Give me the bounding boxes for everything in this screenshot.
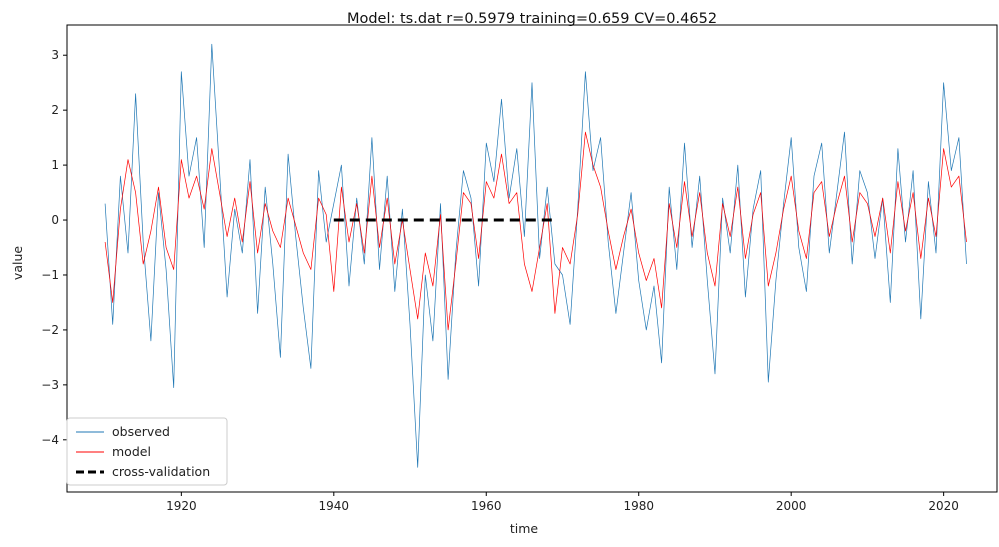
x-tick-label: 1940 [319,499,350,513]
y-tick-label: −4 [41,433,59,447]
y-tick-label: 0 [51,213,59,227]
y-tick-label: 1 [51,158,59,172]
plot-frame [66,24,998,493]
legend: observed model cross-validation [66,417,228,486]
series-line-model [104,131,967,331]
legend-box [66,417,228,486]
legend-label-model: model [112,444,151,459]
y-tick-label: 2 [51,103,59,117]
x-axis: 1920 1940 1960 1980 2000 2020 [166,492,959,513]
series-layer [104,43,967,468]
y-tick-label: −3 [41,378,59,392]
y-tick-label: −2 [41,323,59,337]
x-tick-label: 1980 [623,499,654,513]
chart-title: Model: ts.dat r=0.5979 training=0.659 CV… [347,11,717,27]
legend-label-cross-validation: cross-validation [112,464,210,479]
x-tick-label: 1960 [471,499,502,513]
x-tick-label: 1920 [166,499,197,513]
series-line-observed [104,43,967,468]
x-tick-label: 2000 [776,499,807,513]
x-axis-label: time [510,521,539,536]
legend-label-observed: observed [112,424,170,439]
y-tick-label: 3 [51,48,59,62]
x-tick-label: 2020 [928,499,959,513]
y-tick-label: −1 [41,268,59,282]
y-axis: 3 2 1 0 −1 −2 −3 −4 [41,48,67,447]
y-axis-label: value [10,246,25,280]
